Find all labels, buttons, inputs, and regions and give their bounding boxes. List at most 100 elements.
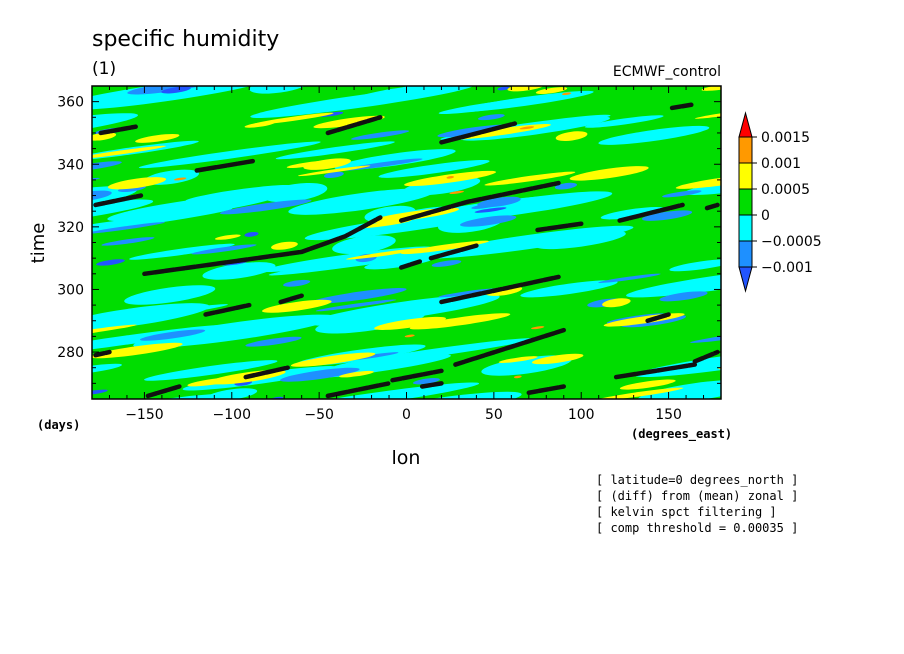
field-streak	[219, 199, 312, 215]
field-streak	[634, 347, 721, 378]
field-streak	[244, 121, 275, 128]
x-axis: −150 −100 −50 0 50 100 150	[91, 86, 722, 423]
track-line	[399, 180, 561, 223]
track-line	[419, 381, 444, 389]
field-streak	[602, 298, 631, 308]
field-streak	[662, 190, 702, 198]
field-streak	[404, 334, 415, 338]
field-streak	[446, 176, 454, 179]
field-streak	[290, 352, 376, 367]
colorbar-segment	[738, 188, 753, 216]
field-streak	[323, 171, 344, 178]
field-streak	[249, 86, 310, 94]
field-streak	[92, 389, 108, 395]
field-streak	[669, 259, 721, 272]
field-streak	[431, 260, 462, 267]
track-line	[142, 215, 383, 277]
field-streak	[286, 160, 329, 169]
field-streak	[412, 378, 440, 385]
x-units-label: (degrees_east)	[631, 427, 732, 442]
field-streak	[107, 192, 280, 222]
field-streak	[309, 294, 500, 326]
track-line	[93, 193, 144, 208]
note-line: [ comp threshold = 0.00035 ]	[596, 521, 798, 535]
field-streak	[313, 115, 385, 129]
field-streak	[357, 219, 412, 229]
field-streak	[626, 267, 721, 298]
field-streak	[133, 314, 336, 348]
field-streak	[600, 207, 666, 220]
field-streak	[334, 338, 535, 368]
y-axis-label: time	[28, 223, 49, 264]
field-streak	[346, 247, 427, 260]
field-streak	[675, 173, 721, 189]
field-streak	[554, 182, 577, 190]
x-axis-label: lon	[392, 447, 421, 469]
track-line	[613, 362, 698, 380]
field-streak	[92, 190, 112, 202]
x-tick-label: 150	[655, 407, 682, 423]
field-streak	[409, 313, 511, 330]
field-streak	[460, 215, 517, 227]
field-streak	[364, 256, 435, 270]
field-streak	[637, 379, 721, 399]
field-streak	[519, 126, 535, 130]
track-line	[453, 327, 566, 367]
field-streak	[202, 262, 276, 280]
field-streak	[531, 326, 545, 330]
y-tick-label: 360	[57, 95, 84, 111]
field-streak	[520, 280, 618, 298]
field-streak	[92, 113, 139, 142]
field-streak	[280, 367, 360, 382]
field-streak	[477, 196, 521, 208]
field-streak	[569, 166, 649, 181]
field-streak	[129, 243, 235, 260]
field-streak	[261, 299, 332, 313]
x-tick-label: 100	[568, 407, 595, 423]
track-line	[194, 158, 255, 173]
field-streak	[561, 92, 572, 96]
field-streak	[191, 244, 257, 255]
field-streak	[535, 87, 568, 94]
track-line	[535, 221, 584, 233]
track-line	[98, 124, 138, 136]
colorbar-segment	[738, 162, 753, 190]
track-line	[243, 365, 290, 380]
field-streak	[275, 141, 395, 160]
field-streak	[339, 370, 374, 378]
field-streak	[288, 188, 435, 215]
field-streak	[400, 240, 489, 255]
field-streak	[723, 389, 767, 398]
track-line	[645, 312, 671, 323]
field-streak	[598, 273, 661, 283]
field-streak	[332, 235, 396, 254]
field-streak	[144, 360, 278, 381]
x-tick-label: 0	[402, 407, 411, 423]
y-tick-label: 280	[57, 345, 84, 361]
field-streak	[124, 285, 216, 305]
field-streak	[535, 230, 626, 250]
x-tick-label: −150	[125, 407, 163, 423]
field-streak	[718, 362, 721, 370]
field-streak	[659, 291, 708, 302]
field-streak	[701, 86, 721, 91]
field-streak	[531, 353, 584, 365]
field-streak	[283, 279, 311, 287]
field-streak	[127, 86, 214, 95]
field-streak	[598, 125, 710, 145]
colorbar-segment	[738, 214, 753, 242]
field-streak	[555, 131, 588, 141]
field-streak	[641, 210, 693, 221]
colorbar-label: −0.001	[761, 260, 813, 276]
chart-title: specific humidity	[92, 27, 279, 52]
field-streak	[351, 130, 410, 140]
note-line: [ kelvin spct filtering ]	[596, 505, 777, 519]
field-streak	[513, 375, 522, 379]
field-streak	[92, 324, 137, 341]
field-streak	[92, 222, 166, 234]
field-streak	[731, 82, 760, 93]
colorbar-label: 0.0005	[761, 182, 810, 198]
colorbar: 0.0015 0.001 0.0005 0 −0.0005 −0.001	[738, 111, 822, 293]
field-streak	[438, 95, 561, 115]
